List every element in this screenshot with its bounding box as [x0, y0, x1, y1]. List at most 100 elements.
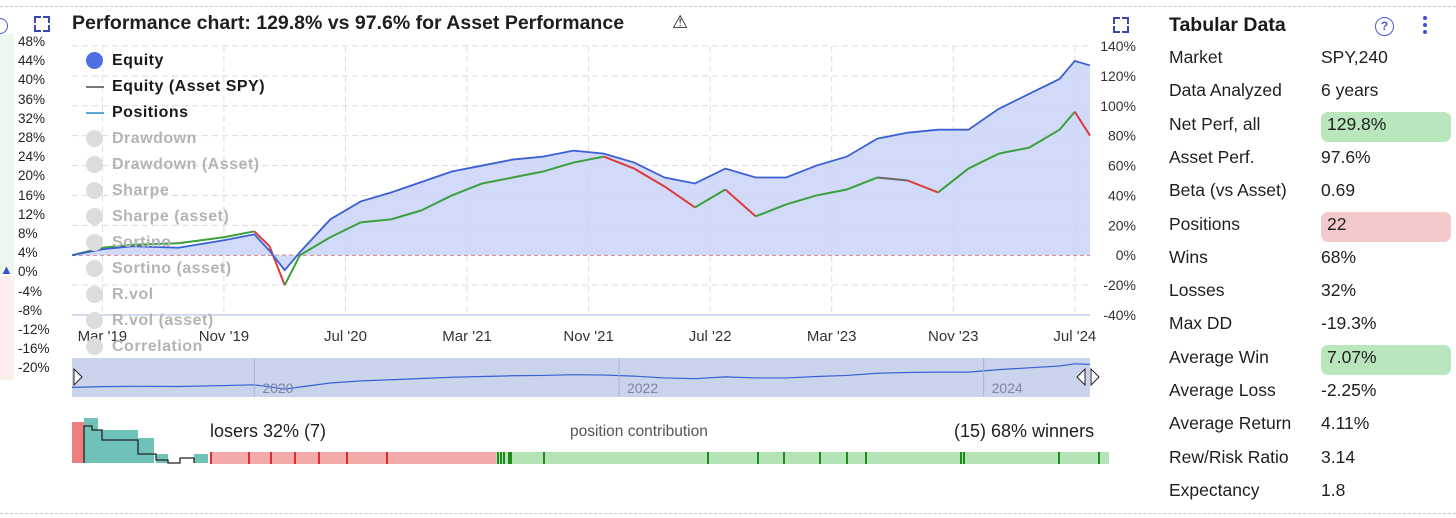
navigator-right-handle[interactable]: [1076, 367, 1086, 387]
asset-line-segment: [816, 188, 848, 197]
histogram-bar: [156, 454, 168, 463]
row-value: 68%: [1321, 246, 1357, 267]
loser-tick: [346, 452, 348, 464]
asset-line-segment: [1028, 128, 1061, 149]
help-icon[interactable]: ?: [1375, 17, 1394, 36]
disabled-dot-icon: [86, 182, 103, 199]
left-y-tick-label: 16%: [18, 187, 46, 203]
winner-tick: [757, 452, 759, 464]
loser-tick: [270, 452, 272, 464]
left-y-tick-label: -4%: [18, 283, 43, 299]
asset-line-segment: [724, 188, 757, 218]
winner-tick: [846, 452, 848, 464]
row-value: -19.3%: [1321, 313, 1377, 334]
winner-tick: [865, 452, 867, 464]
disabled-dot-icon: [86, 338, 103, 355]
left-y-tick-label: 28%: [18, 130, 46, 145]
y-tick-label: 120%: [1100, 68, 1136, 84]
y-tick-label: 140%: [1100, 38, 1136, 54]
y-tick-label: -20%: [1103, 277, 1136, 293]
x-tick-label: Nov '23: [928, 328, 978, 345]
row-value: 6 years: [1321, 80, 1379, 101]
left-y-tick-label: 48%: [18, 34, 46, 49]
asset-line-segment: [877, 176, 908, 182]
winner-tick: [503, 452, 505, 464]
expand-icon[interactable]: [34, 16, 50, 32]
left-panel-negative-band: [0, 276, 14, 380]
winner-tick: [497, 452, 499, 464]
row-value: 22: [1327, 213, 1347, 234]
row-label: Average Win: [1169, 346, 1269, 367]
winner-tick: [707, 452, 709, 464]
row-value: 3.14: [1321, 446, 1356, 467]
left-y-tick-label: 40%: [18, 72, 46, 88]
x-tick-label: Mar '23: [807, 328, 857, 345]
row-label: Asset Perf.: [1169, 146, 1255, 167]
left-y-tick-label: 12%: [18, 206, 46, 222]
x-axis: Mar '19 Nov '19 Jul '20 Mar '21 Nov '21 Jul '…: [78, 328, 1097, 345]
asset-line-segment: [178, 236, 225, 245]
tabular-title: Tabular Data: [1169, 14, 1286, 36]
navigator-year-label: 2020: [262, 380, 293, 396]
equity-dot-icon: [86, 52, 103, 69]
bottom-divider: [0, 513, 1456, 514]
warning-icon[interactable]: ⚠: [672, 12, 689, 32]
row-value: 1.8: [1321, 479, 1346, 500]
chart-series: [71, 59, 1091, 286]
arrow-up-icon: ▲: [0, 262, 13, 277]
asset-line-segment: [907, 179, 939, 194]
asset-line-segment: [1058, 111, 1076, 131]
performance-chart[interactable]: Mar '19 Nov '19 Jul '20 Mar '21 Nov '21 Jul '…: [0, 0, 1160, 410]
loser-tick: [294, 452, 296, 464]
asset-line-segment: [102, 243, 133, 249]
navigator-year-label: 2022: [627, 380, 658, 396]
asset-line-segment: [512, 170, 544, 179]
navigator-left-handle[interactable]: [73, 367, 83, 387]
position-contribution-label: position contribution: [570, 423, 708, 440]
asset-line-segment: [329, 221, 362, 239]
expand-icon-right[interactable]: [1113, 17, 1129, 33]
navigator-right-handle[interactable]: [1090, 367, 1100, 387]
range-navigator: 2020 2022 2024: [71, 358, 1100, 397]
row-value: -2.25%: [1321, 380, 1377, 400]
y-axis: 140% 120% 100% 80% 60% 40% 20% 0% -20% -40%: [1100, 38, 1136, 323]
winner-tick: [960, 452, 962, 464]
left-y-tick-label: -8%: [18, 302, 43, 318]
top-divider: [0, 6, 1456, 7]
more-menu-icon[interactable]: [1422, 14, 1428, 36]
asset-line-segment: [633, 167, 666, 188]
row-value: 7.07%: [1327, 346, 1377, 367]
asset-line-segment: [573, 155, 604, 164]
row-label: Average Return: [1169, 413, 1292, 434]
asset-line-segment: [846, 176, 878, 191]
x-tick-label: Mar '21: [442, 328, 492, 345]
navigator-year-label: 2024: [992, 380, 1023, 396]
y-tick-label: 100%: [1100, 98, 1136, 114]
x-tick-label: Nov '19: [199, 328, 249, 345]
winners-bar[interactable]: [496, 452, 1109, 464]
row-label: Data Analyzed: [1169, 80, 1282, 101]
loser-tick: [318, 452, 320, 464]
asset-line-segment: [603, 155, 635, 170]
asset-line-segment: [223, 230, 255, 239]
loser-tick: [248, 452, 250, 464]
histogram-bar: [84, 418, 98, 463]
row-value: 32%: [1321, 280, 1357, 301]
winner-tick: [963, 452, 965, 464]
left-panel-positive-band: [0, 34, 14, 274]
value-highlight: [1321, 111, 1451, 142]
losers-bar[interactable]: [210, 452, 496, 464]
value-highlight: [1321, 344, 1451, 375]
y-tick-label: 60%: [1108, 158, 1136, 174]
asset-line-segment: [299, 236, 331, 257]
chart-title: Performance chart: 129.8% vs 97.6% for A…: [72, 12, 625, 34]
left-y-tick-label: 20%: [18, 168, 46, 184]
asset-line-segment: [360, 218, 392, 224]
navigator-line: [71, 363, 1091, 390]
asset-line-segment: [937, 167, 970, 194]
histogram-bar: [72, 422, 84, 463]
winner-tick: [1098, 452, 1100, 464]
disabled-dot-icon: [86, 130, 103, 147]
asset-line-segment: [482, 176, 513, 185]
winner-tick: [1058, 452, 1060, 464]
